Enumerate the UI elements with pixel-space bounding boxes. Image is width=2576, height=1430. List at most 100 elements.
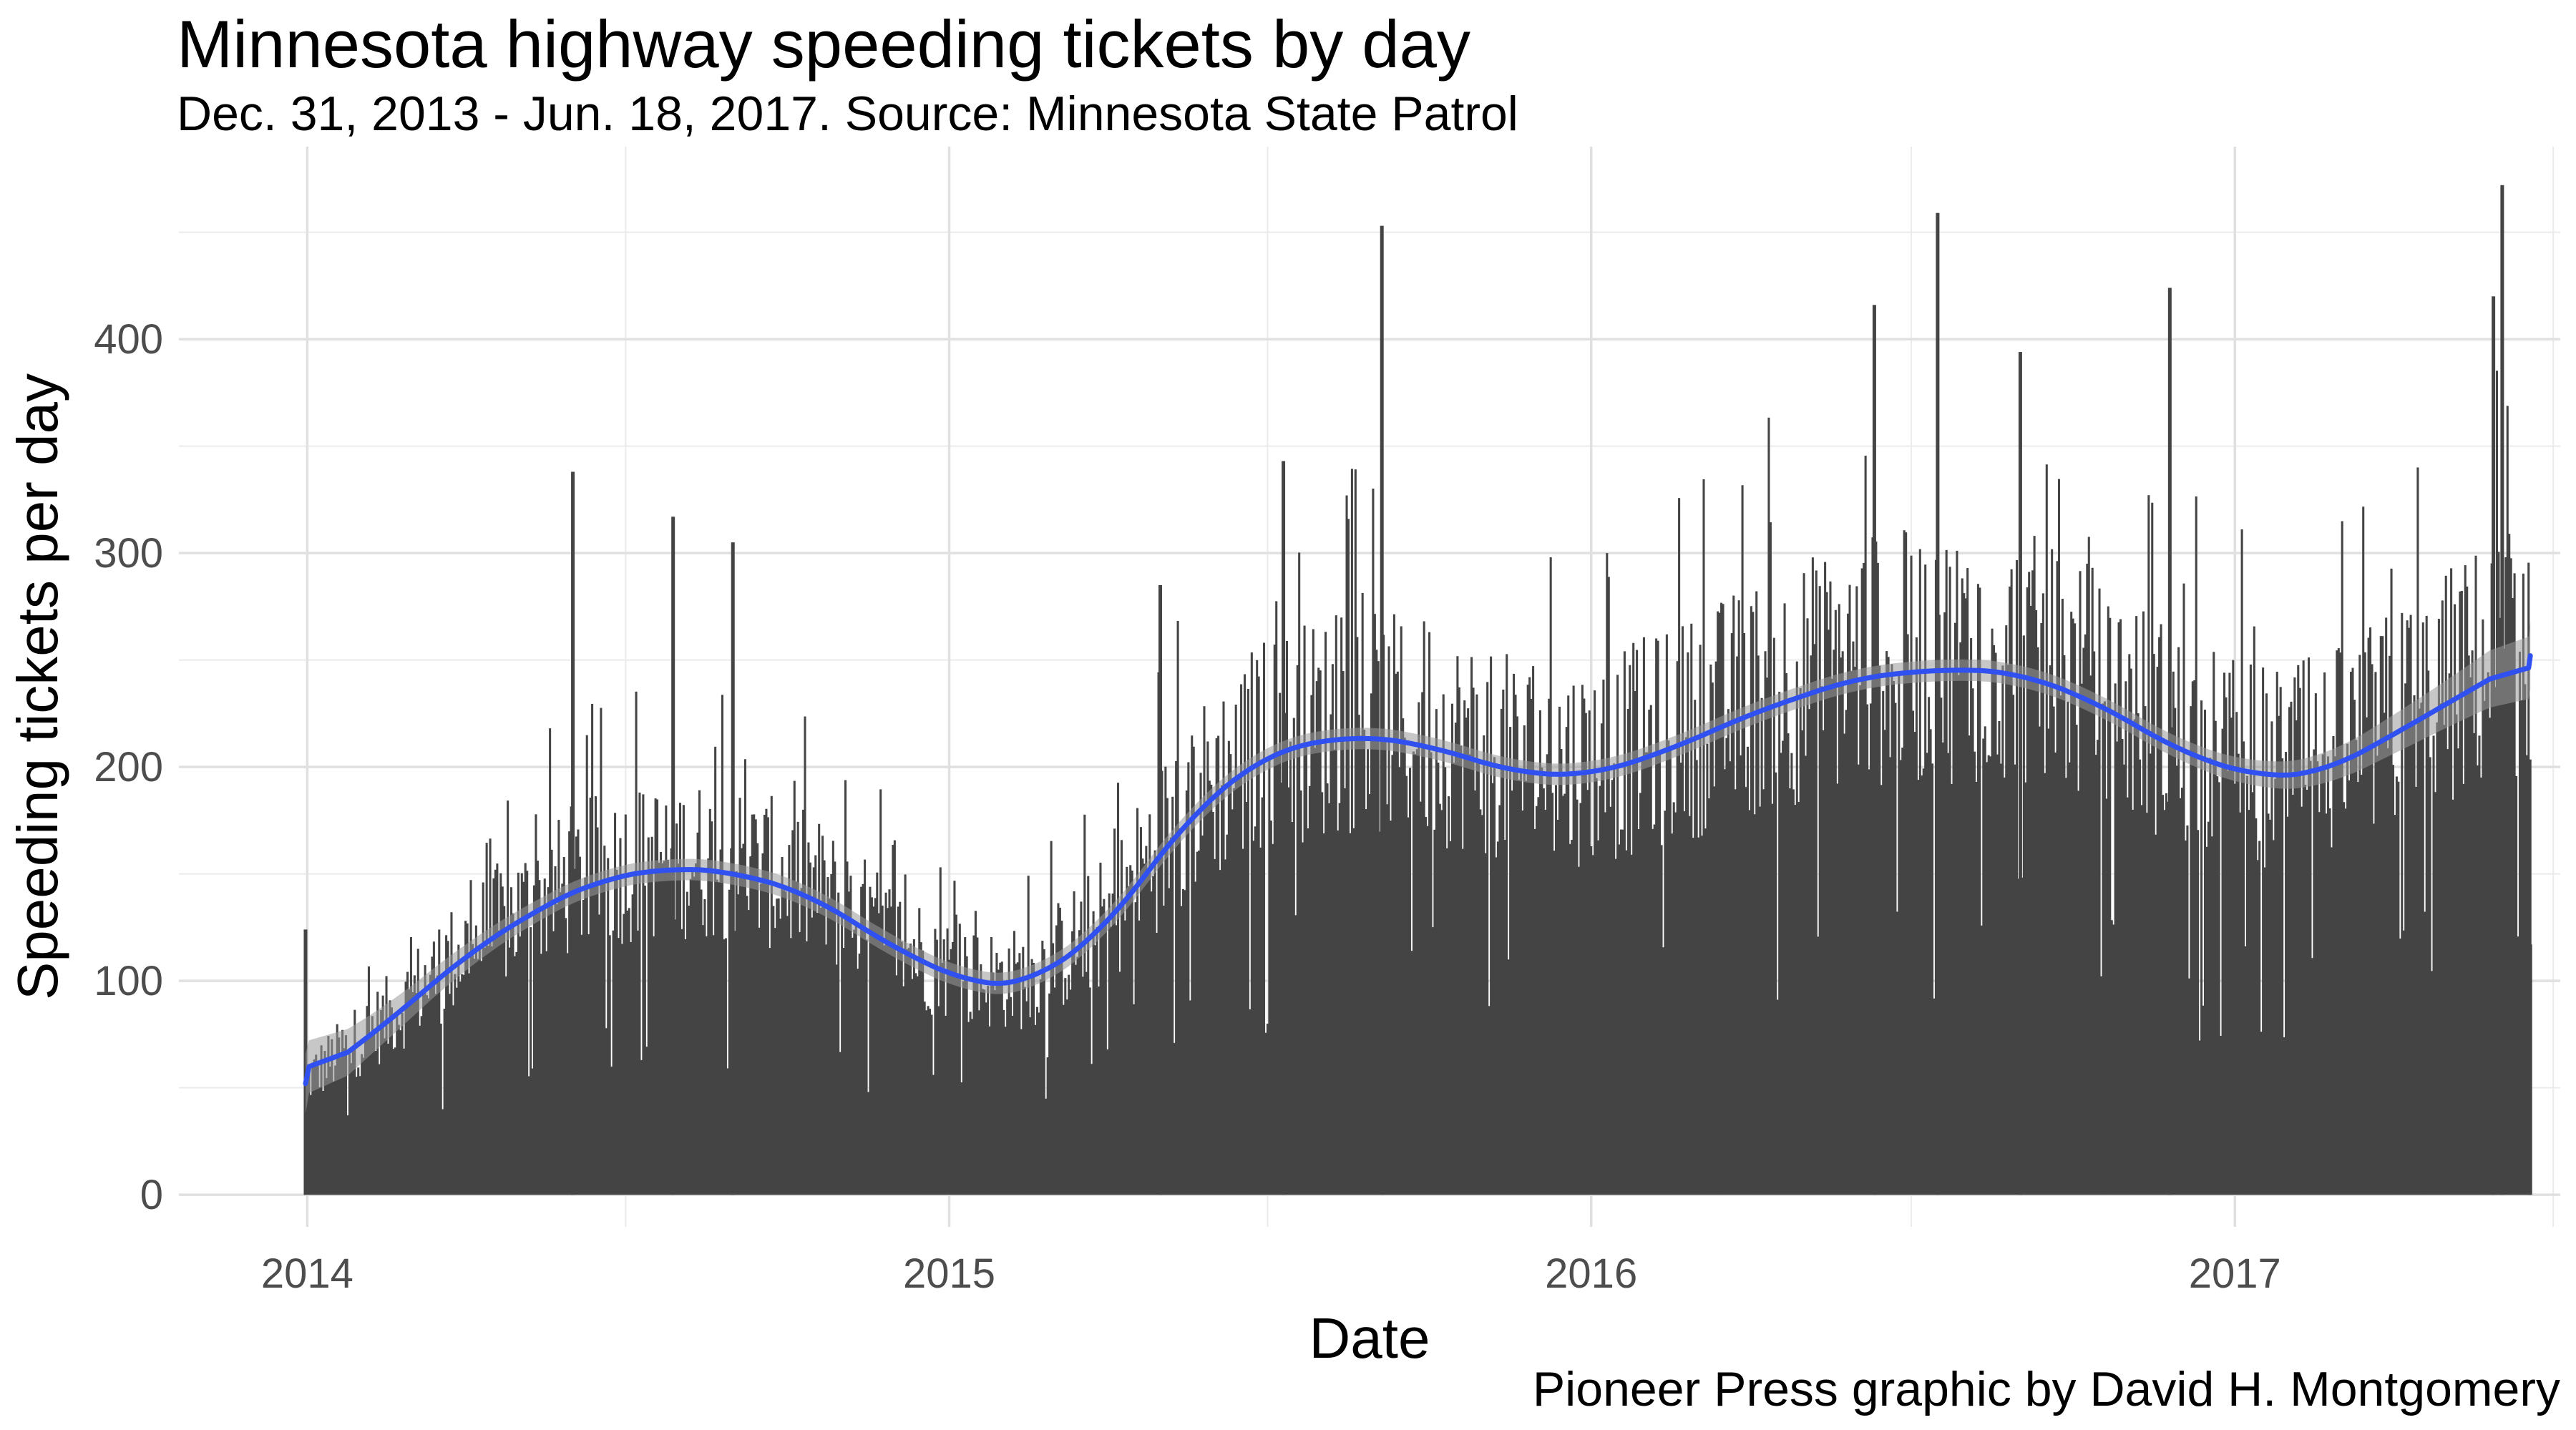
daily-bar	[1975, 781, 1978, 1195]
daily-bar	[1602, 680, 1605, 1195]
daily-bar	[578, 856, 581, 1195]
daily-bar	[2045, 464, 2048, 1195]
daily-bar	[2402, 930, 2405, 1195]
daily-bar	[1081, 976, 1084, 1195]
daily-bar	[1052, 943, 1055, 1195]
daily-bar	[869, 886, 872, 1195]
daily-bar	[1326, 783, 1329, 1195]
daily-bar	[1023, 986, 1026, 1195]
daily-bar	[935, 939, 938, 1195]
daily-bar	[2041, 593, 2044, 1195]
daily-bar	[1790, 753, 1793, 1195]
daily-bar	[795, 881, 798, 1195]
daily-bar	[1484, 853, 1487, 1195]
daily-bar	[2203, 710, 2207, 1195]
daily-bar	[2418, 708, 2421, 1195]
daily-bar	[819, 908, 822, 1195]
daily-bar	[640, 1059, 643, 1195]
daily-bar	[1834, 609, 1837, 1195]
daily-bar	[559, 892, 562, 1195]
daily-bar	[1762, 789, 1765, 1195]
daily-bar	[1039, 979, 1042, 1195]
daily-bar	[786, 916, 789, 1195]
daily-bar	[1045, 1098, 1048, 1195]
daily-bar	[1929, 729, 1932, 1195]
daily-bar	[811, 917, 814, 1195]
daily-bar	[698, 790, 701, 1195]
daily-bar	[1008, 948, 1010, 1195]
daily-bar	[2381, 636, 2384, 1195]
daily-bar	[2414, 786, 2417, 1195]
daily-bar	[2075, 725, 2078, 1195]
daily-bar	[932, 1074, 935, 1195]
daily-bar	[1490, 656, 1493, 1195]
daily-bar	[972, 935, 975, 1195]
daily-bar	[2358, 655, 2361, 1195]
daily-bar	[1769, 522, 1772, 1195]
daily-bar	[1349, 833, 1352, 1195]
daily-bar	[965, 956, 968, 1195]
daily-bar	[649, 868, 652, 1195]
daily-bar	[1108, 893, 1111, 1195]
daily-bar	[1561, 795, 1564, 1195]
daily-bar	[1083, 814, 1086, 1195]
daily-bar	[1437, 763, 1440, 1195]
daily-bars	[304, 371, 2532, 1195]
peak-bar	[2018, 352, 2022, 1195]
daily-bar	[1976, 584, 1979, 1195]
daily-bar	[870, 897, 873, 1195]
daily-bar	[1986, 762, 1989, 1195]
daily-bar	[1993, 645, 1996, 1195]
daily-bar	[522, 881, 525, 1195]
daily-bar	[1957, 675, 1960, 1195]
daily-bar	[2044, 773, 2046, 1195]
daily-bar	[1530, 698, 1533, 1195]
daily-bar	[1139, 827, 1142, 1195]
daily-bar	[1152, 876, 1155, 1195]
daily-bar	[555, 904, 558, 1195]
daily-bar	[348, 1054, 351, 1195]
daily-bar	[2190, 706, 2192, 1195]
x-tick-label: 2016	[1545, 1250, 1637, 1297]
daily-bar	[1971, 688, 1974, 1195]
daily-bar	[712, 935, 715, 1195]
daily-bar	[413, 975, 416, 1195]
daily-bar	[1233, 788, 1236, 1195]
daily-bar	[1780, 753, 1782, 1195]
daily-bar	[1584, 712, 1587, 1195]
daily-bar	[550, 849, 553, 1195]
daily-bar	[477, 959, 479, 1195]
daily-bar	[1088, 987, 1091, 1195]
daily-bar	[743, 759, 746, 1195]
daily-bar	[2114, 683, 2117, 1195]
daily-bar	[1820, 686, 1823, 1195]
daily-bar	[1185, 790, 1188, 1195]
daily-bar	[1150, 891, 1153, 1195]
daily-bar	[2097, 740, 2099, 1195]
daily-bar	[1425, 817, 1428, 1195]
daily-bar	[2349, 671, 2353, 1195]
daily-bar	[432, 941, 435, 1195]
daily-bar	[1419, 801, 1422, 1195]
daily-bar	[693, 876, 696, 1195]
daily-bar	[626, 910, 629, 1195]
daily-bar	[1694, 700, 1697, 1195]
daily-bar	[1625, 850, 1628, 1195]
daily-bar	[1360, 735, 1362, 1195]
daily-bar	[1337, 830, 1340, 1195]
daily-bar	[1317, 667, 1320, 1195]
daily-bar	[854, 926, 857, 1195]
daily-bar	[1568, 843, 1571, 1195]
daily-bar	[1064, 978, 1067, 1195]
daily-bar	[1000, 961, 1003, 1195]
daily-bar	[1206, 741, 1209, 1195]
daily-bar	[597, 914, 600, 1195]
daily-bar	[1940, 697, 1943, 1195]
daily-bar	[2301, 806, 2303, 1195]
daily-bar	[2460, 590, 2463, 1195]
daily-bar	[1619, 829, 1623, 1195]
daily-bar	[766, 817, 769, 1195]
daily-bar	[2253, 626, 2255, 1195]
daily-bar	[678, 803, 682, 1195]
daily-bar	[447, 941, 449, 1195]
